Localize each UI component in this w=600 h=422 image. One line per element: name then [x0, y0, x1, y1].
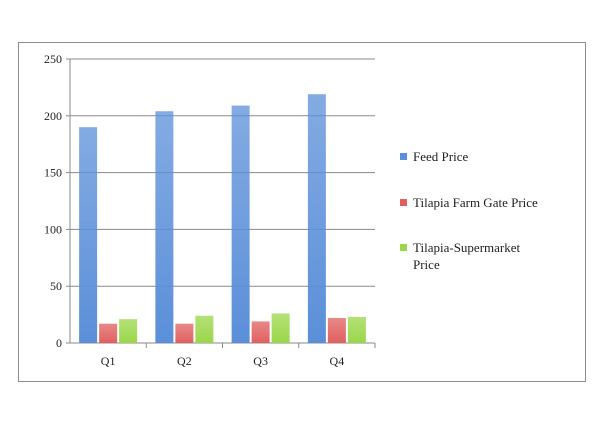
bar-tilapia-supermarket-price-q3	[271, 313, 290, 343]
legend-swatch	[400, 244, 407, 251]
y-tick-label: 250	[44, 52, 62, 66]
x-tick-label: Q2	[177, 354, 192, 368]
gridlines	[66, 58, 375, 344]
bar-feed-price-q1	[79, 127, 98, 343]
y-tick-labels: 0 50 100 150 200 250	[44, 52, 62, 350]
bar-tilapia-farm-gate-price-q1	[99, 323, 118, 343]
y-tick-label: 0	[56, 336, 62, 350]
bar-feed-price-q3	[231, 105, 250, 344]
legend: Feed Price Tilapia Farm Gate Price Tilapia…	[400, 149, 538, 272]
y-tick-label: 150	[44, 166, 62, 180]
y-tick-label: 100	[44, 222, 62, 236]
x-tick-label: Q1	[101, 354, 116, 368]
y-tick-label: 50	[50, 279, 62, 293]
bar-tilapia-supermarket-price-q1	[119, 319, 138, 343]
legend-label: Tilapia-Supermarket	[413, 240, 520, 255]
bar-tilapia-farm-gate-price-q3	[251, 321, 270, 343]
axes	[69, 59, 376, 348]
y-tick-label: 200	[44, 109, 62, 123]
legend-label: Tilapia Farm Gate Price	[413, 195, 538, 210]
x-tick-label: Q4	[330, 354, 345, 368]
x-tick-label: Q3	[253, 354, 268, 368]
bar-tilapia-farm-gate-price-q4	[327, 318, 346, 343]
bars	[79, 94, 366, 344]
legend-label: Price	[413, 257, 440, 272]
bar-tilapia-supermarket-price-q2	[195, 315, 214, 343]
legend-label: Feed Price	[413, 149, 468, 164]
bar-feed-price-q2	[155, 111, 174, 343]
bar-tilapia-farm-gate-price-q2	[175, 323, 194, 343]
x-tick-labels: Q1 Q2 Q3 Q4	[101, 354, 344, 368]
legend-swatch	[400, 153, 407, 160]
legend-swatch	[400, 199, 407, 206]
bar-feed-price-q4	[307, 94, 326, 343]
bar-tilapia-supermarket-price-q4	[347, 316, 366, 343]
